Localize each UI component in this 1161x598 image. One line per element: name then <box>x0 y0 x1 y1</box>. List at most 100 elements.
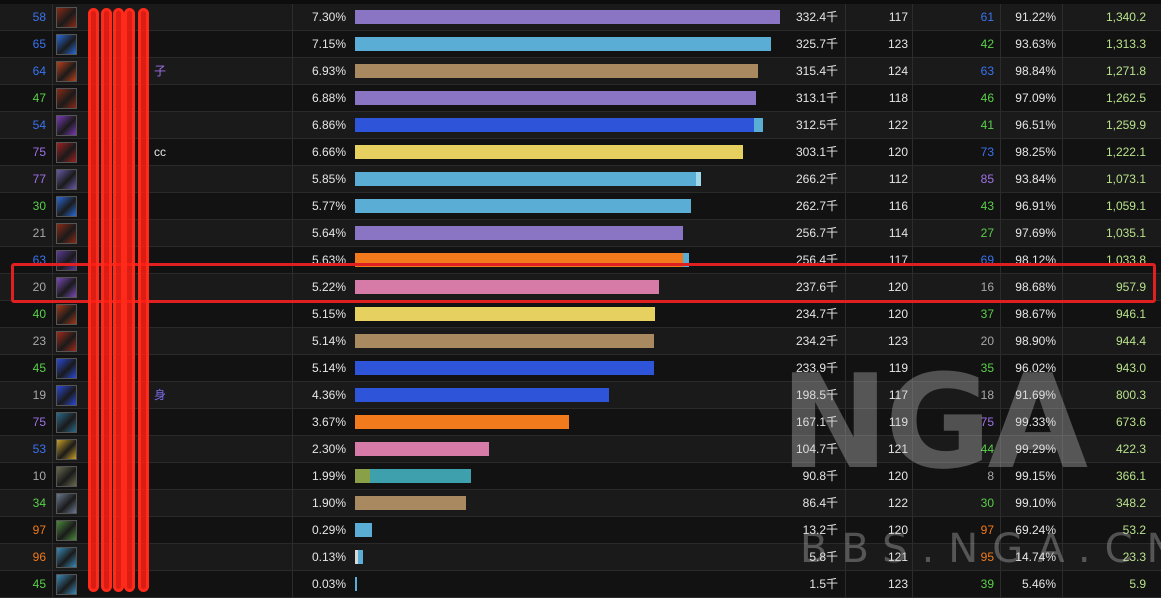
accuracy-cell: 69.24% <box>1015 523 1056 537</box>
column-separator <box>912 355 913 382</box>
spec-icon <box>56 223 77 244</box>
table-row[interactable]: 30 5.77% 262.7千 116 43 96.91% 1,059.1 <box>0 193 1161 220</box>
column-separator <box>1062 139 1063 166</box>
column-separator <box>845 247 846 274</box>
spec-icon <box>56 547 77 568</box>
casts-cell: 119 <box>888 361 908 375</box>
player-name[interactable]: cc <box>154 145 166 159</box>
column-separator <box>1000 85 1001 112</box>
damage-bar <box>355 118 755 132</box>
column-separator <box>292 220 293 247</box>
rank-cell: 54 <box>32 118 46 132</box>
table-row[interactable]: 21 5.64% 256.7千 114 27 97.69% 1,035.1 <box>0 220 1161 247</box>
player-name[interactable]: 身 <box>154 388 167 402</box>
table-row[interactable]: 75 cc 6.66% 303.1千 120 73 98.25% 1,222.1 <box>0 139 1161 166</box>
spec-icon <box>56 385 77 406</box>
accuracy-cell: 93.84% <box>1015 172 1056 186</box>
grade-cell: 85 <box>980 172 994 186</box>
column-separator <box>912 382 913 409</box>
column-separator <box>52 58 53 85</box>
table-row[interactable]: 10 1.99% 90.8千 120 8 99.15% 366.1 <box>0 463 1161 490</box>
damage-table: 58 7.30% 332.4千 117 61 91.22% 1,340.2 65 7.15% 32… <box>0 4 1161 598</box>
redaction-scribble-2 <box>101 8 112 592</box>
percent-cell: 5.22% <box>312 280 347 294</box>
table-row[interactable]: 34 1.90% 86.4千 122 30 99.10% 348.2 <box>0 490 1161 517</box>
accuracy-cell: 91.22% <box>1015 10 1056 24</box>
column-separator <box>1000 328 1001 355</box>
table-row[interactable]: 58 7.30% 332.4千 117 61 91.22% 1,340.2 <box>0 4 1161 31</box>
rank-cell: 77 <box>32 172 46 186</box>
table-row[interactable]: 77 5.85% 266.2千 112 85 93.84% 1,073.1 <box>0 166 1161 193</box>
damage-bar <box>355 361 655 375</box>
column-separator <box>1000 166 1001 193</box>
column-separator <box>1000 220 1001 247</box>
column-separator <box>845 301 846 328</box>
column-separator <box>912 166 913 193</box>
player-name[interactable]: 子 <box>154 64 167 78</box>
spec-icon <box>56 358 77 379</box>
dps-cell: 1,035.1 <box>1105 226 1146 240</box>
table-row[interactable]: 19 身 4.36% 198.5千 117 18 91.69% 800.3 <box>0 382 1161 409</box>
table-row[interactable]: 23 5.14% 234.2千 123 20 98.90% 944.4 <box>0 328 1161 355</box>
table-row[interactable]: 40 5.15% 234.7千 120 37 98.67% 946.1 <box>0 301 1161 328</box>
damage-bar-secondary <box>370 469 471 483</box>
column-separator <box>292 463 293 490</box>
column-separator <box>52 220 53 247</box>
column-separator <box>1000 544 1001 571</box>
column-separator <box>912 139 913 166</box>
spec-icon <box>56 412 77 433</box>
grade-cell: 27 <box>980 226 994 240</box>
casts-cell: 120 <box>887 469 908 483</box>
dps-cell: 23.3 <box>1122 550 1146 564</box>
amount-cell: 90.8千 <box>802 469 838 483</box>
column-separator <box>52 247 53 274</box>
dps-cell: 366.1 <box>1115 469 1146 483</box>
grade-cell: 8 <box>987 469 994 483</box>
damage-bar <box>355 469 371 483</box>
table-row[interactable]: 63 5.63% 256.4千 117 69 98.12% 1,033.8 <box>0 247 1161 274</box>
column-separator <box>912 274 913 301</box>
table-row[interactable]: 53 2.30% 104.7千 121 44 99.29% 422.3 <box>0 436 1161 463</box>
amount-cell: 1.5千 <box>809 577 838 591</box>
rank-cell: 20 <box>32 280 46 294</box>
spec-icon <box>56 439 77 460</box>
table-row[interactable]: 45 5.14% 233.9千 119 35 96.02% 943.0 <box>0 355 1161 382</box>
table-row[interactable]: 64 子 6.93% 315.4千 124 63 98.84% 1,271.8 <box>0 58 1161 85</box>
column-separator <box>292 193 293 220</box>
dps-cell: 1,222.1 <box>1105 145 1146 159</box>
rank-cell: 97 <box>32 523 46 537</box>
column-separator <box>1000 436 1001 463</box>
amount-cell: 86.4千 <box>802 496 838 510</box>
grade-cell: 42 <box>980 37 994 51</box>
column-separator <box>1062 544 1063 571</box>
casts-cell: 123 <box>887 37 908 51</box>
table-row[interactable]: 54 6.86% 312.5千 122 41 96.51% 1,259.9 <box>0 112 1161 139</box>
redaction-scribble-5 <box>138 8 149 592</box>
table-row[interactable]: 47 6.88% 313.1千 118 46 97.09% 1,262.5 <box>0 85 1161 112</box>
rank-cell: 65 <box>32 37 46 51</box>
casts-cell: 112 <box>888 172 908 186</box>
column-separator <box>292 490 293 517</box>
percent-cell: 5.85% <box>312 172 347 186</box>
table-row[interactable]: 75 3.67% 167.1千 119 75 99.33% 673.6 <box>0 409 1161 436</box>
accuracy-cell: 97.09% <box>1015 91 1056 105</box>
column-separator <box>1062 4 1063 31</box>
column-separator <box>52 409 53 436</box>
table-row[interactable]: 96 0.13% 5.8千 121 95 14.74% 23.3 <box>0 544 1161 571</box>
column-separator <box>1062 85 1063 112</box>
column-separator <box>292 301 293 328</box>
table-row[interactable]: 20 5.22% 237.6千 120 16 98.68% 957.9 <box>0 274 1161 301</box>
table-row[interactable]: 97 0.29% 13.2千 120 97 69.24% 53.2 <box>0 517 1161 544</box>
percent-cell: 5.64% <box>312 226 347 240</box>
casts-cell: 124 <box>887 64 908 78</box>
amount-cell: 256.7千 <box>795 226 838 240</box>
column-separator <box>912 301 913 328</box>
column-separator <box>1000 490 1001 517</box>
amount-cell: 167.1千 <box>795 415 838 429</box>
grade-cell: 63 <box>980 64 994 78</box>
table-row[interactable]: 65 7.15% 325.7千 123 42 93.63% 1,313.3 <box>0 31 1161 58</box>
column-separator <box>1000 274 1001 301</box>
damage-bar-secondary <box>754 118 764 132</box>
amount-cell: 266.2千 <box>795 172 838 186</box>
column-separator <box>1062 571 1063 598</box>
